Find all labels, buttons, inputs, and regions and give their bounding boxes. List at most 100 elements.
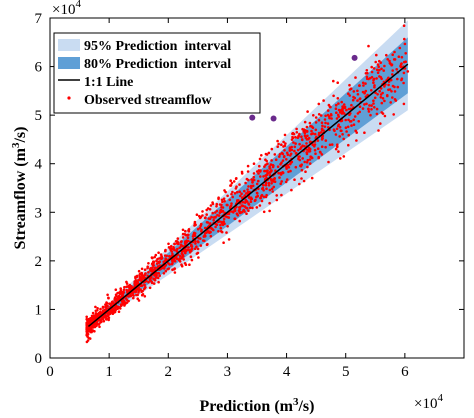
observed-point — [317, 102, 321, 106]
observed-point — [280, 161, 283, 164]
observed-point — [341, 133, 344, 136]
observed-point — [101, 317, 105, 321]
observed-point — [320, 121, 324, 124]
observed-point — [276, 139, 279, 143]
observed-point — [262, 195, 266, 199]
observed-point — [389, 101, 393, 104]
observed-point — [215, 209, 219, 213]
observed-point — [184, 229, 187, 233]
observed-point — [269, 170, 273, 173]
observed-point — [184, 251, 187, 255]
observed-point — [147, 262, 150, 265]
observed-point — [323, 125, 327, 128]
observed-point — [342, 155, 346, 158]
observed-point — [220, 230, 224, 234]
observed-point — [285, 165, 288, 169]
observed-point — [396, 77, 399, 81]
observed-point — [273, 153, 277, 156]
observed-point — [377, 65, 381, 69]
observed-point — [300, 177, 303, 180]
observed-point — [155, 274, 158, 277]
observed-point — [377, 129, 380, 132]
observed-point — [209, 222, 212, 225]
observed-point — [391, 96, 394, 99]
observed-point — [141, 293, 145, 296]
observed-point — [290, 188, 293, 192]
observed-point — [305, 125, 309, 129]
observed-point — [241, 200, 245, 204]
observed-point — [348, 94, 352, 97]
observed-point — [91, 311, 95, 315]
observed-point — [281, 152, 285, 156]
observed-point — [363, 103, 366, 106]
observed-point — [222, 241, 225, 244]
observed-point — [123, 285, 126, 289]
observed-point — [180, 263, 183, 267]
observed-point — [301, 127, 304, 131]
observed-point — [375, 68, 379, 72]
observed-point — [205, 221, 209, 224]
observed-point — [305, 142, 308, 145]
observed-point — [135, 288, 139, 291]
observed-point — [313, 132, 317, 136]
observed-point — [264, 169, 268, 173]
observed-point — [257, 179, 260, 183]
observed-point — [180, 240, 183, 243]
observed-point — [229, 205, 232, 208]
observed-point — [94, 312, 98, 315]
observed-point — [361, 90, 365, 94]
observed-point — [313, 143, 317, 146]
observed-point — [334, 147, 338, 151]
observed-point — [90, 319, 93, 322]
observed-point — [262, 183, 265, 187]
observed-point — [311, 132, 315, 135]
observed-point — [141, 289, 144, 293]
observed-point — [306, 134, 309, 138]
observed-point — [98, 325, 101, 329]
observed-point — [385, 53, 388, 57]
observed-point — [300, 168, 304, 172]
observed-point — [105, 317, 109, 321]
observed-point — [212, 228, 215, 232]
observed-point — [157, 251, 160, 254]
observed-point — [306, 165, 309, 169]
observed-point — [330, 117, 333, 120]
observed-point — [209, 234, 213, 238]
y-tick-label: 4 — [35, 157, 43, 173]
observed-point — [276, 145, 280, 148]
observed-point — [188, 263, 191, 267]
observed-point — [226, 194, 229, 198]
observed-point — [295, 127, 298, 131]
observed-point — [108, 302, 112, 306]
observed-point — [283, 133, 287, 137]
observed-point — [304, 136, 308, 139]
observed-point — [208, 217, 212, 220]
observed-point — [184, 263, 188, 267]
observed-point — [309, 140, 312, 143]
observed-point — [234, 177, 238, 180]
observed-point — [321, 124, 324, 128]
observed-point — [98, 322, 101, 325]
observed-point — [176, 237, 180, 240]
observed-point — [195, 245, 198, 248]
observed-point — [337, 108, 341, 112]
observed-point — [220, 206, 223, 209]
observed-point — [387, 83, 390, 87]
observed-point — [236, 200, 239, 203]
observed-point — [288, 147, 292, 150]
observed-point — [158, 274, 161, 278]
observed-point — [336, 81, 340, 84]
observed-point — [364, 89, 368, 93]
observed-point — [173, 271, 177, 274]
observed-point — [106, 314, 110, 318]
observed-point — [372, 77, 376, 81]
observed-point — [301, 157, 305, 160]
observed-point — [324, 121, 327, 125]
x-tick-label: 1 — [105, 364, 113, 380]
observed-point — [116, 291, 119, 295]
x-tick-label: 5 — [342, 364, 350, 380]
observed-point — [288, 149, 292, 152]
observed-point — [122, 288, 126, 292]
observed-point — [314, 152, 317, 155]
